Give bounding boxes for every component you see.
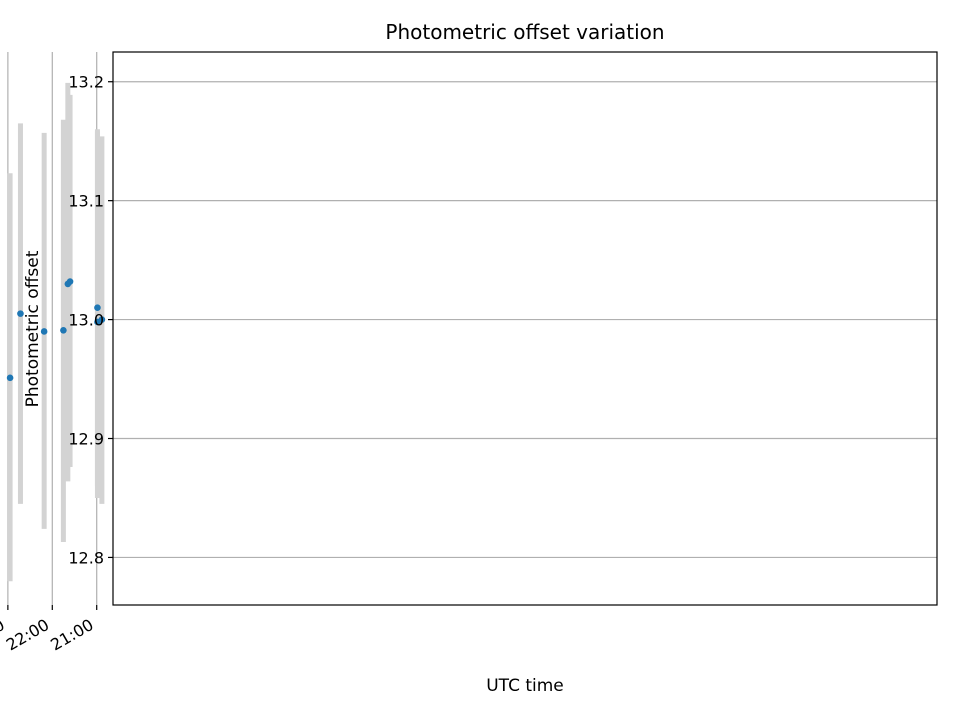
- y-tick-label: 12.9: [68, 430, 104, 449]
- y-tick-label: 13.0: [68, 311, 104, 330]
- grid: [7, 52, 937, 605]
- y-tick-label: 13.2: [68, 73, 104, 92]
- data-point: [94, 304, 101, 311]
- y-tick-label: 12.8: [68, 548, 104, 567]
- y-axis: 12.8 12.9 13.0 13.1 13.2: [68, 73, 113, 567]
- data-point: [6, 374, 14, 382]
- data-point: [17, 310, 24, 317]
- chart-title: Photometric offset variation: [385, 20, 664, 44]
- plot-area: [6, 51, 938, 606]
- y-tick-label: 13.1: [68, 192, 104, 211]
- data-point: [40, 328, 48, 335]
- data-point: [94, 318, 101, 326]
- y-axis-title: Photometric offset: [23, 250, 43, 407]
- axes-frame: [112, 51, 938, 606]
- data-point: [60, 326, 67, 334]
- data-point: [64, 280, 72, 288]
- x-axis-title: UTC time: [486, 676, 564, 696]
- data-points: [6, 278, 106, 382]
